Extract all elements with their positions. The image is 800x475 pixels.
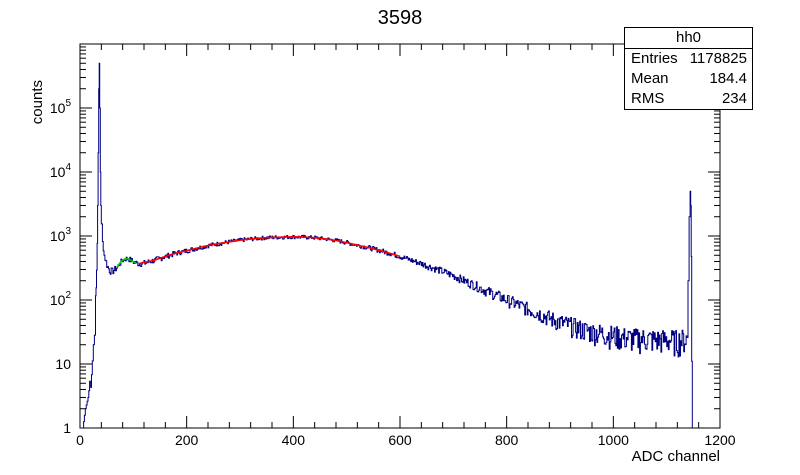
stats-value: 1178825 bbox=[689, 50, 747, 67]
y-tick-label: 1 bbox=[63, 420, 71, 436]
fit-curve-1 bbox=[138, 235, 401, 265]
y-tick-label: 103 bbox=[50, 226, 72, 244]
series-layer bbox=[80, 62, 693, 429]
stats-title: hh0 bbox=[625, 28, 752, 49]
y-tick-label: 102 bbox=[50, 290, 72, 308]
x-tick-label: 800 bbox=[495, 432, 519, 448]
chart-title: 3598 bbox=[378, 7, 423, 29]
x-tick-label: 1200 bbox=[704, 432, 735, 448]
stats-row-entries: Entries 1178825 bbox=[625, 49, 752, 69]
y-tick-label: 105 bbox=[50, 98, 72, 116]
y-tick-label: 10 bbox=[55, 356, 71, 372]
x-tick-label: 600 bbox=[388, 432, 412, 448]
x-tick-label: 0 bbox=[76, 432, 84, 448]
x-tick-label: 200 bbox=[175, 432, 199, 448]
stats-label: Mean bbox=[631, 70, 669, 87]
fit-curve-2 bbox=[116, 258, 137, 268]
stats-label: RMS bbox=[631, 90, 665, 107]
histogram-line bbox=[80, 62, 693, 429]
x-axis: 0 200 400 600 800 1000 1200 bbox=[76, 44, 736, 448]
stats-box: hh0 Entries 1178825 Mean 184.4 RMS 234 bbox=[624, 27, 753, 110]
stats-label: Entries bbox=[631, 50, 678, 67]
x-axis-label: ADC channel bbox=[632, 448, 720, 465]
x-tick-label: 1000 bbox=[598, 432, 629, 448]
stats-value: 234 bbox=[721, 90, 747, 107]
y-axis-label: counts bbox=[29, 80, 46, 124]
stats-row-mean: Mean 184.4 bbox=[625, 69, 752, 89]
y-tick-label: 104 bbox=[50, 162, 72, 180]
stats-value: 184.4 bbox=[709, 70, 747, 87]
x-tick-label: 400 bbox=[282, 432, 306, 448]
y-axis: 1 10 102 103 104 105 bbox=[50, 46, 720, 436]
stats-row-rms: RMS 234 bbox=[625, 89, 752, 109]
